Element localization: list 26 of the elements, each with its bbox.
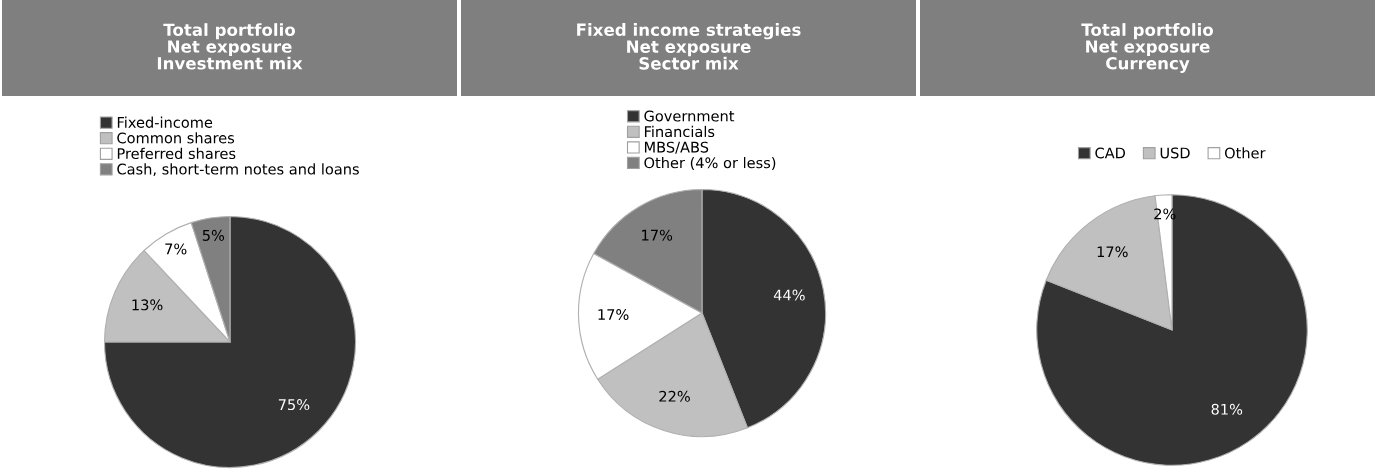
legend-label: MBS/ABS — [644, 141, 709, 154]
data-label: 17% — [1097, 246, 1128, 258]
pie-slice — [1036, 194, 1308, 466]
data-label: 13% — [132, 299, 163, 311]
legend-label: Other — [1224, 147, 1266, 159]
legend-label: Common shares — [117, 132, 235, 144]
data-label: 22% — [659, 390, 690, 402]
data-label: 75% — [278, 399, 310, 411]
legend-label: Other (4% or less) — [644, 156, 776, 170]
legend-label: Financials — [644, 125, 715, 138]
chart-title: Fixed income strategies Net exposure Sector mix — [577, 23, 801, 70]
data-label: 7% — [165, 243, 187, 255]
data-label: 17% — [598, 308, 629, 321]
legend-label: Government — [644, 110, 735, 122]
chart-title: Total portfolio Net exposure Investment mix — [157, 23, 303, 70]
pie-slice — [103, 215, 357, 469]
data-label: 17% — [642, 229, 673, 241]
data-label: 81% — [1211, 403, 1243, 415]
legend-label: USD — [1160, 147, 1190, 159]
legend-label: Fixed-income — [117, 116, 213, 128]
data-label: 5% — [202, 229, 225, 241]
legend-label: Cash, short-term notes and loans — [117, 163, 359, 177]
legend-label: Preferred shares — [117, 147, 236, 160]
chart-title: Total portfolio Net exposure Currency — [1081, 23, 1214, 73]
data-label: 44% — [773, 289, 805, 301]
legend-label: CAD — [1095, 147, 1126, 159]
